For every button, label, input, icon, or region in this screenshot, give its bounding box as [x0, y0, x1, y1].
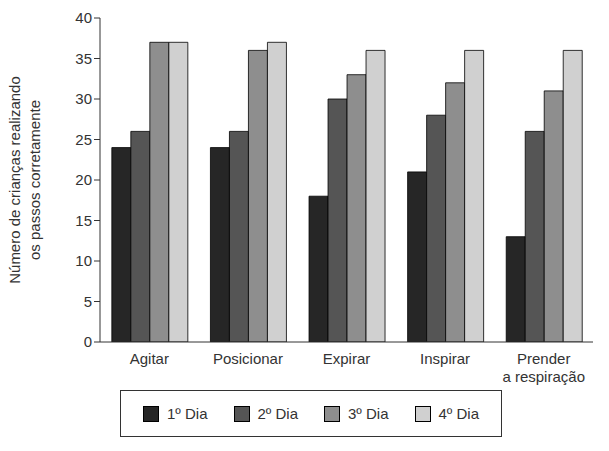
html-text:4º Dia: 4º Dia — [438, 405, 479, 422]
svg-text:5: 5 — [84, 293, 92, 310]
html-text:2º Dia: 2º Dia — [257, 405, 298, 422]
svg-text:25: 25 — [75, 131, 92, 148]
svg-text:Número de crianças realizando: Número de crianças realizando — [8, 76, 23, 284]
svg-text:15: 15 — [75, 212, 92, 229]
svg-text:Prender: Prender — [517, 350, 570, 367]
svg-text:10: 10 — [75, 252, 92, 269]
svg-text:Posicionar: Posicionar — [213, 350, 283, 367]
html-text:3º Dia: 3º Dia — [348, 405, 389, 422]
svg-text:Inspirar: Inspirar — [420, 350, 470, 367]
svg-text:os passos corretamente: os passos corretamente — [26, 100, 43, 260]
html-text:1º Dia: 1º Dia — [167, 405, 208, 422]
svg-text:Agitar: Agitar — [130, 350, 169, 367]
svg-text:35: 35 — [75, 50, 92, 67]
svg-text:40: 40 — [75, 9, 92, 26]
svg-text:0: 0 — [84, 333, 92, 350]
svg-text:Expirar: Expirar — [323, 350, 371, 367]
svg-text:a respiração: a respiração — [502, 368, 585, 385]
svg-text:20: 20 — [75, 171, 92, 188]
svg-text:30: 30 — [75, 90, 92, 107]
